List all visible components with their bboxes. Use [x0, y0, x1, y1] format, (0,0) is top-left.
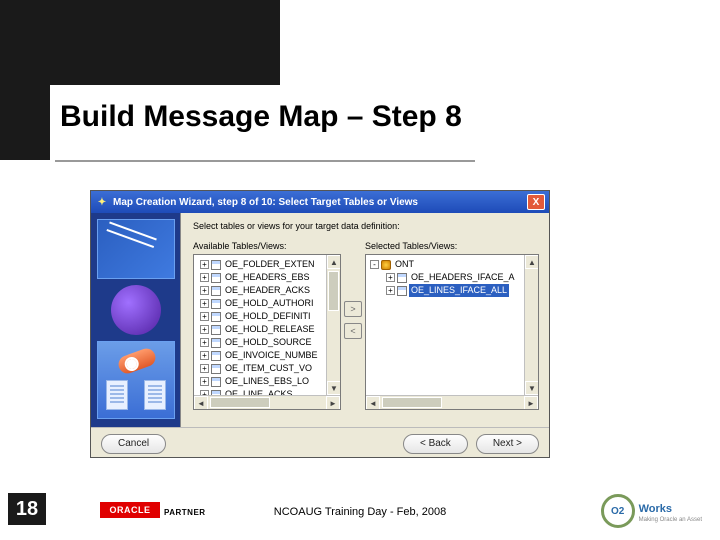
expand-icon[interactable]: +: [386, 273, 395, 282]
table-icon: [211, 377, 221, 387]
expand-icon[interactable]: +: [200, 351, 209, 360]
footer-text: NCOAUG Training Day - Feb, 2008: [274, 506, 446, 518]
expand-icon[interactable]: +: [200, 273, 209, 282]
move-left-button[interactable]: <: [344, 323, 362, 339]
slide-title: Build Message Map – Step 8: [60, 100, 462, 134]
table-label: OE_ITEM_CUST_VO: [223, 362, 314, 375]
table-label: OE_HEADER_ACKS: [223, 284, 312, 297]
next-button[interactable]: Next >: [476, 434, 539, 454]
available-listbox[interactable]: + OE_FOLDER_EXTEN + OE_HEADERS_EBS + OE_HEADE…: [193, 254, 341, 410]
scrollbar-horizontal[interactable]: ◄ ►: [194, 395, 340, 409]
table-icon: [211, 286, 221, 296]
expand-icon[interactable]: +: [200, 377, 209, 386]
table-label: OE_HOLD_SOURCE: [223, 336, 314, 349]
instruction-text: Select tables or views for your target d…: [193, 221, 539, 231]
scroll-thumb[interactable]: [328, 271, 339, 311]
slide-decor-side: [0, 0, 50, 160]
schema-label: ONT: [393, 258, 416, 271]
table-item[interactable]: + OE_INVOICE_NUMBE: [196, 349, 338, 362]
scrollbar-horizontal[interactable]: ◄ ►: [366, 395, 538, 409]
table-item[interactable]: + OE_LINES_EBS_LO: [196, 375, 338, 388]
partner-label: PARTNER: [164, 508, 206, 517]
scroll-up-icon[interactable]: ▲: [327, 255, 341, 269]
table-label: OE_LINES_IFACE_ALL: [409, 284, 509, 297]
table-icon: [211, 260, 221, 270]
table-label: OE_HOLD_DEFINITI: [223, 310, 313, 323]
scroll-down-icon[interactable]: ▼: [327, 381, 341, 395]
o2-name: Works: [639, 503, 672, 515]
o2-tagline: Making Oracle an Asset: [639, 517, 702, 523]
o2works-logo: O2 Works Making Oracle an Asset: [601, 494, 702, 528]
available-label: Available Tables/Views:: [193, 241, 341, 251]
scroll-thumb[interactable]: [382, 397, 442, 408]
scrollbar-vertical[interactable]: ▲ ▼: [326, 255, 340, 395]
schema-root[interactable]: - ONT: [368, 258, 536, 271]
expand-icon[interactable]: +: [200, 338, 209, 347]
table-icon: [211, 312, 221, 322]
close-button[interactable]: X: [527, 194, 545, 210]
scroll-thumb[interactable]: [210, 397, 270, 408]
page-number: 18: [8, 493, 46, 525]
table-label: OE_HOLD_AUTHORI: [223, 297, 316, 310]
chevron-left-icon: <: [420, 438, 426, 449]
table-icon: [397, 273, 407, 283]
table-label: OE_INVOICE_NUMBE: [223, 349, 320, 362]
schema-icon: [381, 260, 391, 270]
table-icon: [211, 273, 221, 283]
back-label: Back: [429, 438, 451, 449]
table-item[interactable]: + OE_HEADERS_IFACE_A: [368, 271, 536, 284]
table-label: OE_FOLDER_EXTEN: [223, 258, 317, 271]
wizard-side-graphic: [91, 213, 181, 427]
next-label: Next: [493, 438, 514, 449]
wizard-icon: ✦: [95, 195, 109, 209]
dialog-title: Map Creation Wizard, step 8 of 10: Selec…: [113, 197, 527, 208]
expand-icon[interactable]: +: [200, 299, 209, 308]
table-label: OE_HEADERS_IFACE_A: [409, 271, 517, 284]
scroll-right-icon[interactable]: ►: [524, 396, 538, 410]
table-item[interactable]: + OE_FOLDER_EXTEN: [196, 258, 338, 271]
table-icon: [211, 351, 221, 361]
expand-icon[interactable]: +: [386, 286, 395, 295]
table-item[interactable]: + OE_HEADER_ACKS: [196, 284, 338, 297]
table-label: OE_LINES_EBS_LO: [223, 375, 311, 388]
table-item[interactable]: + OE_LINES_IFACE_ALL: [368, 284, 536, 297]
back-button[interactable]: < Back: [403, 434, 468, 454]
scroll-up-icon[interactable]: ▲: [525, 255, 539, 269]
table-item[interactable]: + OE_HOLD_DEFINITI: [196, 310, 338, 323]
selected-listbox[interactable]: - ONT + OE_HEADERS_IFACE_A + OE_LINES_IFACE_A…: [365, 254, 539, 410]
table-icon: [211, 338, 221, 348]
expand-icon[interactable]: +: [200, 260, 209, 269]
table-icon: [211, 364, 221, 374]
table-item[interactable]: + OE_HOLD_SOURCE: [196, 336, 338, 349]
cancel-button[interactable]: Cancel: [101, 434, 166, 454]
table-item[interactable]: + OE_ITEM_CUST_VO: [196, 362, 338, 375]
oracle-logo: ORACLE: [100, 502, 160, 518]
table-label: OE_HOLD_RELEASE: [223, 323, 317, 336]
selected-label: Selected Tables/Views:: [365, 241, 539, 251]
table-icon: [211, 325, 221, 335]
table-label: OE_HEADERS_EBS: [223, 271, 312, 284]
table-icon: [397, 286, 407, 296]
title-underline: [55, 160, 475, 162]
table-item[interactable]: + OE_HOLD_AUTHORI: [196, 297, 338, 310]
scroll-right-icon[interactable]: ►: [326, 396, 340, 410]
scroll-down-icon[interactable]: ▼: [525, 381, 539, 395]
chevron-right-icon: >: [516, 438, 522, 449]
o2-circle-icon: O2: [601, 494, 635, 528]
collapse-icon[interactable]: -: [370, 260, 379, 269]
table-icon: [211, 299, 221, 309]
table-item[interactable]: + OE_HEADERS_EBS: [196, 271, 338, 284]
expand-icon[interactable]: +: [200, 364, 209, 373]
dialog-titlebar[interactable]: ✦ Map Creation Wizard, step 8 of 10: Sel…: [91, 191, 549, 213]
map-wizard-dialog: ✦ Map Creation Wizard, step 8 of 10: Sel…: [90, 190, 550, 458]
expand-icon[interactable]: +: [200, 325, 209, 334]
scroll-left-icon[interactable]: ◄: [366, 396, 380, 410]
scroll-left-icon[interactable]: ◄: [194, 396, 208, 410]
scrollbar-vertical[interactable]: ▲ ▼: [524, 255, 538, 395]
expand-icon[interactable]: +: [200, 286, 209, 295]
table-item[interactable]: + OE_HOLD_RELEASE: [196, 323, 338, 336]
expand-icon[interactable]: +: [200, 312, 209, 321]
move-right-button[interactable]: >: [344, 301, 362, 317]
